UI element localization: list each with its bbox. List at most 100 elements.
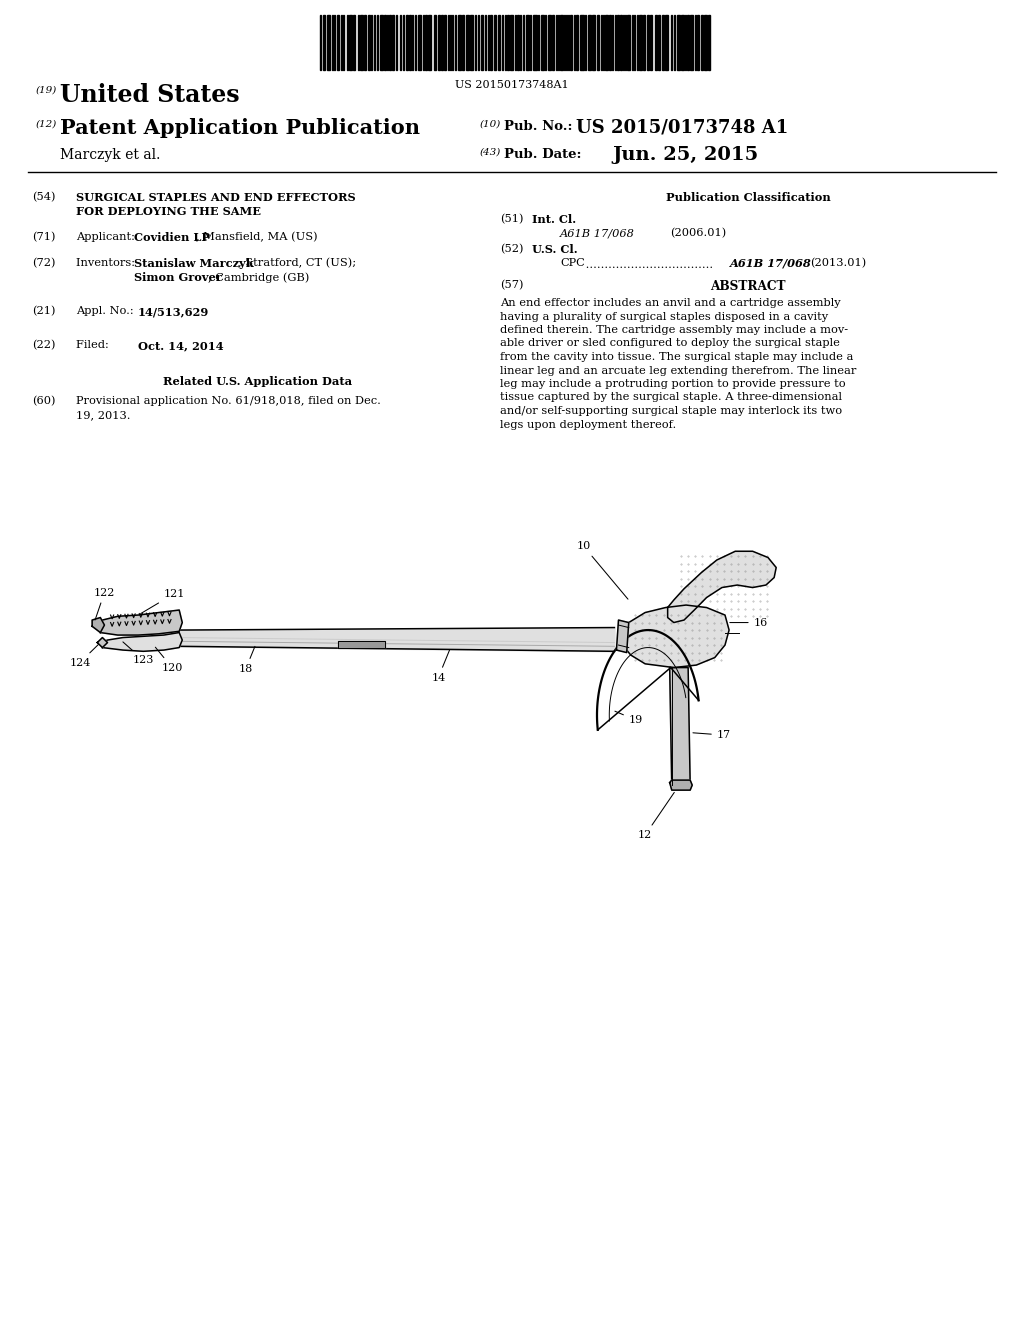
- Polygon shape: [668, 552, 776, 623]
- Bar: [643, 15, 645, 70]
- Text: , Stratford, CT (US);: , Stratford, CT (US);: [238, 257, 356, 268]
- Text: (72): (72): [32, 257, 55, 268]
- Bar: [625, 15, 626, 70]
- Text: 14: 14: [431, 651, 450, 682]
- Text: Inventors:: Inventors:: [76, 257, 138, 268]
- Text: 121: 121: [140, 589, 184, 614]
- Text: ABSTRACT: ABSTRACT: [711, 280, 785, 293]
- Bar: [684, 15, 686, 70]
- Bar: [450, 15, 451, 70]
- Text: FOR DEPLOYING THE SAME: FOR DEPLOYING THE SAME: [76, 206, 261, 216]
- Bar: [425, 15, 427, 70]
- Bar: [505, 15, 506, 70]
- Text: (10): (10): [480, 120, 502, 129]
- Polygon shape: [97, 638, 108, 648]
- Text: US 20150173748A1: US 20150173748A1: [456, 81, 568, 90]
- Bar: [639, 15, 642, 70]
- Text: 120: 120: [156, 647, 182, 673]
- Text: A61B 17/068: A61B 17/068: [560, 228, 635, 238]
- Bar: [409, 15, 411, 70]
- Text: 19, 2013.: 19, 2013.: [76, 411, 130, 420]
- Bar: [418, 15, 421, 70]
- Text: (2006.01): (2006.01): [670, 228, 726, 239]
- Bar: [588, 15, 591, 70]
- Bar: [427, 15, 431, 70]
- Bar: [611, 15, 613, 70]
- Bar: [697, 15, 699, 70]
- Text: An end effector includes an anvil and a cartridge assembly: An end effector includes an anvil and a …: [500, 298, 841, 308]
- Text: A61B 17/068: A61B 17/068: [730, 257, 812, 269]
- Bar: [665, 15, 668, 70]
- Bar: [627, 15, 630, 70]
- Text: defined therein. The cartridge assembly may include a mov-: defined therein. The cartridge assembly …: [500, 325, 848, 335]
- Text: legs upon deployment thereof.: legs upon deployment thereof.: [500, 420, 676, 429]
- Bar: [455, 15, 456, 70]
- Bar: [580, 15, 584, 70]
- Bar: [470, 15, 472, 70]
- Bar: [444, 15, 446, 70]
- Bar: [555, 15, 557, 70]
- Bar: [392, 15, 393, 70]
- Text: Marczyk et al.: Marczyk et al.: [60, 148, 161, 162]
- Text: 123: 123: [123, 642, 154, 665]
- Bar: [701, 15, 703, 70]
- Bar: [462, 15, 464, 70]
- Bar: [545, 15, 546, 70]
- Text: and/or self-supporting surgical staple may interlock its two: and/or self-supporting surgical staple m…: [500, 407, 842, 416]
- Text: U.S. Cl.: U.S. Cl.: [532, 244, 578, 255]
- Bar: [620, 15, 622, 70]
- Bar: [575, 15, 578, 70]
- Bar: [389, 15, 391, 70]
- Bar: [705, 15, 707, 70]
- Bar: [687, 15, 689, 70]
- Text: (21): (21): [32, 306, 55, 317]
- Text: (60): (60): [32, 396, 55, 407]
- Text: (22): (22): [32, 341, 55, 350]
- Bar: [380, 15, 383, 70]
- Bar: [510, 15, 512, 70]
- Bar: [552, 15, 554, 70]
- Text: (19): (19): [36, 86, 57, 95]
- Text: Stanislaw Marczyk: Stanislaw Marczyk: [134, 257, 254, 269]
- Bar: [402, 15, 404, 70]
- Bar: [433, 15, 436, 70]
- Bar: [671, 15, 672, 70]
- Polygon shape: [100, 632, 182, 651]
- Polygon shape: [97, 610, 182, 635]
- Bar: [323, 15, 325, 70]
- Bar: [368, 15, 370, 70]
- Polygon shape: [616, 620, 629, 652]
- Text: Related U.S. Application Data: Related U.S. Application Data: [164, 376, 352, 387]
- Text: 16: 16: [730, 618, 768, 627]
- Text: Jun. 25, 2015: Jun. 25, 2015: [612, 147, 758, 164]
- Bar: [341, 15, 342, 70]
- Bar: [489, 15, 492, 70]
- Text: Pub. Date:: Pub. Date:: [504, 148, 582, 161]
- Bar: [386, 15, 388, 70]
- Polygon shape: [623, 605, 729, 668]
- Polygon shape: [670, 668, 690, 785]
- Bar: [406, 15, 408, 70]
- Text: (52): (52): [500, 244, 523, 255]
- Text: 124: 124: [70, 644, 98, 668]
- Bar: [681, 15, 683, 70]
- Bar: [480, 15, 483, 70]
- Text: (51): (51): [500, 214, 523, 224]
- Text: Oct. 14, 2014: Oct. 14, 2014: [138, 341, 223, 351]
- Bar: [677, 15, 680, 70]
- Text: CPC: CPC: [560, 257, 585, 268]
- Text: Covidien LP: Covidien LP: [134, 232, 210, 243]
- Text: Int. Cl.: Int. Cl.: [532, 214, 577, 224]
- Text: able driver or sled configured to deploy the surgical staple: able driver or sled configured to deploy…: [500, 338, 840, 348]
- Bar: [338, 642, 385, 648]
- Text: Appl. No.:: Appl. No.:: [76, 306, 137, 315]
- Bar: [617, 15, 618, 70]
- Bar: [657, 15, 659, 70]
- Text: 19: 19: [614, 711, 643, 725]
- Bar: [570, 15, 572, 70]
- Text: Simon Grover: Simon Grover: [134, 272, 222, 282]
- Bar: [597, 15, 598, 70]
- Text: (12): (12): [36, 120, 57, 129]
- Bar: [458, 15, 461, 70]
- Bar: [494, 15, 496, 70]
